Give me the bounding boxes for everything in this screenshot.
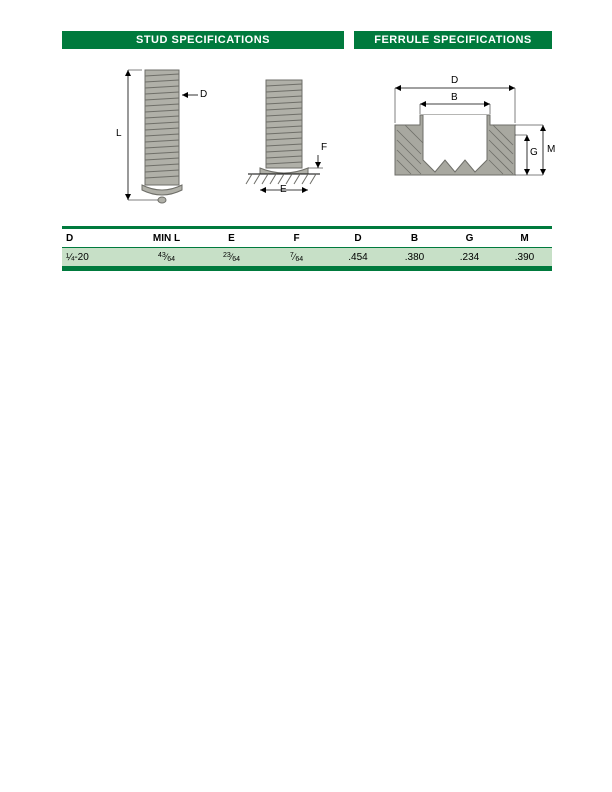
dim-label-ferrule-m: M — [547, 144, 555, 155]
col-header-m: M — [495, 233, 550, 244]
dim-label-ferrule-d: D — [451, 75, 458, 86]
cell-minl: 43⁄64 — [132, 252, 197, 263]
cell-e: 23⁄64 — [197, 252, 262, 263]
ferrule-diagram: D B G M — [375, 60, 555, 210]
dim-label-ferrule-g: G — [530, 147, 538, 158]
col-header-e: E — [197, 233, 262, 244]
cell-b: .380 — [385, 252, 440, 263]
table-header-row: D MIN L E F D B G M — [62, 229, 552, 247]
stud-diagram-1: L D — [110, 60, 220, 210]
col-header-minl: MIN L — [132, 233, 197, 244]
stud-spec-header: STUD SPECIFICATIONS — [62, 31, 344, 49]
col-header-b: B — [385, 233, 440, 244]
spec-table: D MIN L E F D B G M ¼-20 43⁄64 23⁄64 7⁄6… — [62, 226, 552, 271]
col-header-d2: D — [327, 233, 385, 244]
ferrule-spec-header: FERRULE SPECIFICATIONS — [354, 31, 552, 49]
dim-label-f: F — [321, 142, 327, 153]
col-header-f: F — [262, 233, 327, 244]
dim-label-ferrule-b: B — [451, 92, 458, 103]
dim-label-e: E — [280, 184, 287, 195]
cell-d2: .454 — [327, 252, 385, 263]
stud-diagram-2: E F — [238, 60, 348, 210]
col-header-d1: D — [62, 233, 132, 244]
dim-label-d: D — [200, 89, 207, 100]
table-bottom-border — [62, 266, 552, 271]
cell-d1: ¼-20 — [62, 252, 132, 263]
dim-label-l: L — [116, 128, 122, 139]
cell-g: .234 — [440, 252, 495, 263]
table-data-row: ¼-20 43⁄64 23⁄64 7⁄64 .454 .380 .234 .39… — [62, 248, 552, 266]
cell-m: .390 — [495, 252, 550, 263]
col-header-g: G — [440, 233, 495, 244]
cell-f: 7⁄64 — [262, 252, 327, 263]
